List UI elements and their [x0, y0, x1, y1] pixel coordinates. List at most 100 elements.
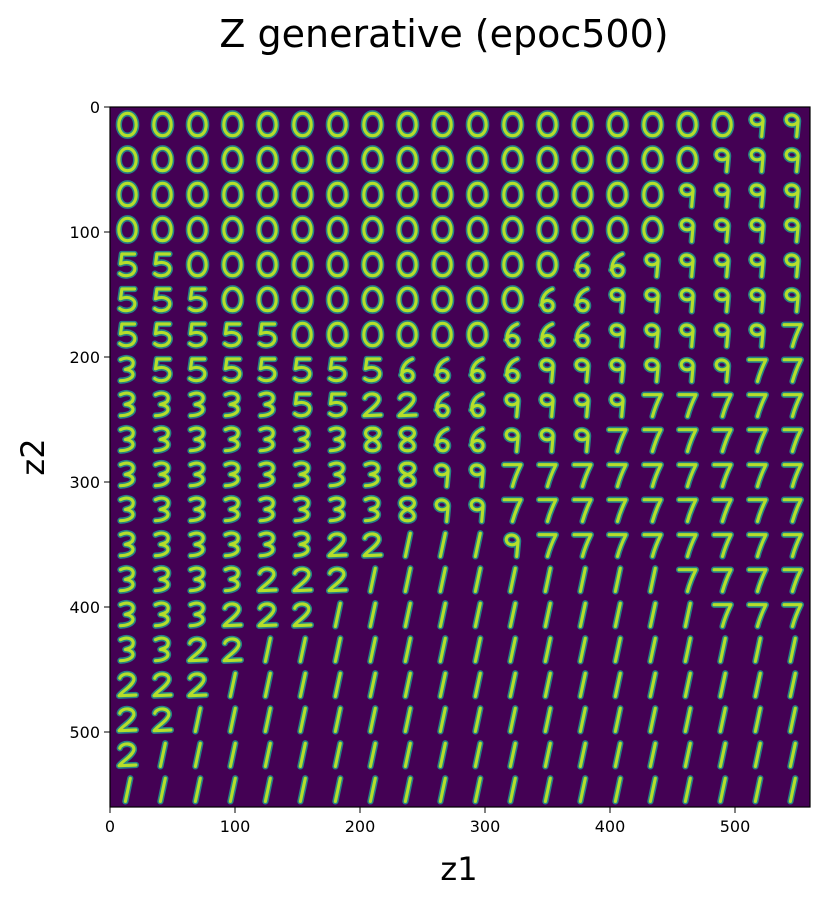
digit-stroke: [258, 461, 275, 488]
digit-stroke: [327, 251, 348, 278]
heatmap-cell: [500, 250, 525, 279]
digit-stroke: [467, 251, 488, 278]
digit-stroke: [397, 146, 418, 173]
digit-stroke: [718, 706, 727, 733]
heatmap-cell: [437, 705, 449, 735]
heatmap-cell: [682, 775, 694, 805]
heatmap-cell: [468, 461, 487, 490]
heatmap-cell: [395, 145, 420, 174]
digit-stroke: [578, 601, 587, 628]
digit-stroke: [648, 601, 657, 628]
digit-stroke: [537, 181, 558, 208]
digit-stroke: [403, 671, 412, 698]
heatmap-cell: [255, 145, 280, 174]
digit-stroke: [714, 218, 730, 243]
heatmap-cell: [570, 531, 595, 560]
digit-stroke: [679, 323, 695, 348]
digit-stroke: [714, 183, 730, 208]
heatmap-cell: [608, 286, 627, 315]
digit-stroke: [434, 392, 450, 418]
digit-stroke: [118, 531, 135, 558]
heatmap-cell: [780, 601, 805, 630]
heatmap-cell: [647, 635, 659, 665]
heatmap-cell: [185, 180, 210, 209]
heatmap-cell: [780, 531, 805, 560]
digit-stroke: [712, 428, 733, 453]
digit-stroke: [363, 496, 380, 523]
digit-stroke: [714, 253, 730, 278]
heatmap-cell: [780, 566, 805, 595]
heatmap-cell: [745, 356, 770, 385]
digit-stroke: [609, 393, 625, 418]
digit-stroke: [152, 181, 173, 208]
heatmap-cell: [752, 670, 764, 700]
heatmap-cell: [640, 461, 665, 490]
digit-stroke: [403, 776, 412, 803]
heatmap-cell: [748, 321, 767, 350]
heatmap-cell: [612, 565, 624, 595]
digit-stroke: [467, 286, 488, 313]
digit-stroke: [607, 111, 628, 138]
heatmap-cell: [116, 285, 138, 314]
heatmap-cell: [187, 530, 207, 559]
heatmap-cell: [290, 320, 315, 349]
digit-stroke: [467, 216, 488, 243]
heatmap-cell: [682, 670, 694, 700]
x-tick-label: 200: [345, 817, 376, 836]
digit-stroke: [677, 393, 698, 418]
heatmap-cell: [503, 531, 522, 560]
heatmap-cell: [682, 635, 694, 665]
heatmap-cell: [220, 285, 245, 314]
heatmap-cell: [507, 775, 519, 805]
heatmap-cell: [257, 425, 277, 454]
digit-stroke: [438, 741, 447, 768]
heatmap-cell: [430, 145, 455, 174]
heatmap-cell: [115, 740, 140, 769]
digit-stroke: [368, 706, 377, 733]
digit-stroke: [467, 146, 488, 173]
digit-stroke: [187, 637, 208, 663]
digit-stroke: [223, 566, 240, 593]
heatmap-cell: [535, 496, 560, 525]
digit-stroke: [298, 706, 307, 733]
heatmap-cell: [227, 705, 239, 735]
heatmap-cell: [222, 460, 242, 489]
digit-stroke: [677, 533, 698, 558]
digit-stroke: [613, 671, 622, 698]
digit-stroke: [683, 636, 692, 663]
digit-stroke: [223, 461, 240, 488]
heatmap-cell: [503, 391, 522, 420]
heatmap-cell: [507, 600, 519, 630]
digit-stroke: [327, 216, 348, 243]
heatmap-cell: [122, 775, 134, 805]
digit-stroke: [749, 323, 765, 348]
digit-stroke: [543, 601, 552, 628]
heatmap-cell: [402, 565, 414, 595]
digit-stroke: [784, 148, 800, 173]
heatmap-cell: [290, 600, 315, 629]
heatmap-cell: [577, 775, 589, 805]
heatmap-cell: [290, 250, 315, 279]
heatmap-cell: [675, 426, 700, 455]
heatmap-cell: [640, 531, 665, 560]
heatmap-cell: [115, 670, 140, 699]
heatmap-cell: [397, 425, 418, 454]
digit-stroke: [399, 461, 416, 488]
digit-stroke: [467, 321, 488, 348]
heatmap-cell: [710, 531, 735, 560]
digit-stroke: [292, 181, 313, 208]
digit-stroke: [152, 111, 173, 138]
digit-stroke: [118, 636, 135, 663]
digit-stroke: [753, 706, 762, 733]
digit-stroke: [782, 498, 803, 523]
heatmap-cell: [745, 566, 770, 595]
digit-stroke: [403, 636, 412, 663]
heatmap-cell: [360, 320, 385, 349]
heatmap-cell: [745, 391, 770, 420]
digit-stroke: [438, 706, 447, 733]
heatmap-cell: [640, 496, 665, 525]
heatmap-cell: [542, 565, 554, 595]
heatmap-cell: [220, 145, 245, 174]
heatmap-cell: [115, 705, 140, 734]
